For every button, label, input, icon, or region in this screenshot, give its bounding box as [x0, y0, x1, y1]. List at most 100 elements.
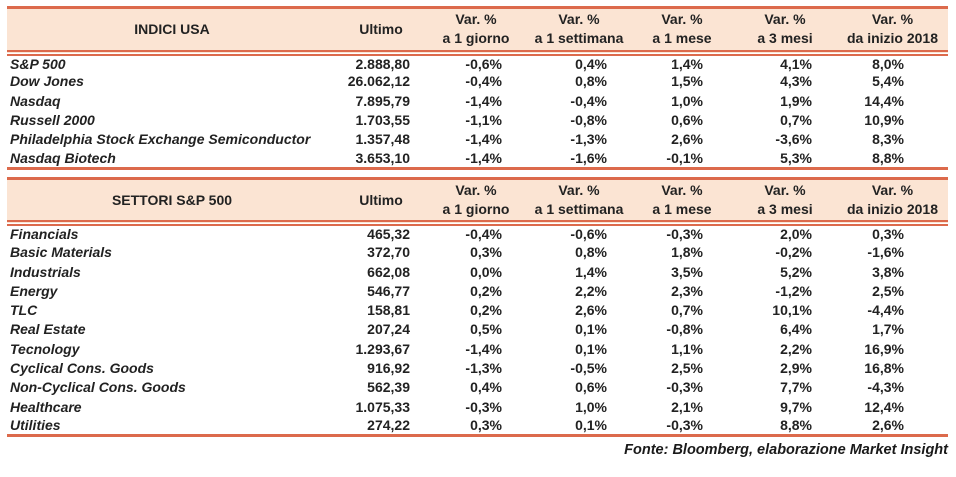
- table-row: Non-Cyclical Cons. Goods 562,39 0,4% 0,6% -0…: [7, 378, 948, 397]
- cell-var-pct: 7,7%: [780, 379, 812, 396]
- cell-var-pct: 8,3%: [872, 131, 904, 148]
- cell-var-pct: -0,3%: [631, 416, 733, 438]
- cell-var-pct: -4,3%: [867, 379, 904, 396]
- col-header-var-1-settimana: Var. % a 1 settimana: [527, 176, 631, 227]
- cell-var-pct: 4,3%: [780, 73, 812, 90]
- cell-var-pct: 6,4%: [780, 321, 812, 338]
- period-label: a 3 mesi: [757, 201, 813, 218]
- cell-ultimo: 1.075,33: [355, 398, 411, 415]
- settori-sp500-table: SETTORI S&P 500 Ultimo Var. % a 1 giorno…: [7, 176, 948, 438]
- cell-var-pct: 12,4%: [864, 398, 904, 415]
- var-label: Var. %: [871, 182, 914, 199]
- cell-var-pct: 2,1%: [671, 398, 703, 415]
- cell-var-pct: 2,5%: [872, 282, 904, 299]
- cell-var-pct: 2,2%: [780, 340, 812, 357]
- cell-var-pct: 0,2%: [470, 282, 502, 299]
- var-label: Var. %: [455, 182, 497, 199]
- cell-var-pct: -1,6%: [867, 244, 904, 261]
- indici-usa-table: INDICI USA Ultimo Var. % a 1 giorno Var.…: [7, 6, 948, 170]
- col-header-var-3-mesi: Var. % a 3 mesi: [733, 6, 837, 56]
- cell-ultimo: 1.703,55: [355, 112, 411, 129]
- row-label: Non-Cyclical Cons. Goods: [10, 379, 186, 396]
- cell-var-pct: 1,7%: [872, 321, 904, 338]
- cell-var-pct: 5,3%: [733, 148, 837, 170]
- row-label: Russell 2000: [10, 112, 95, 129]
- row-label: Healthcare: [10, 398, 82, 415]
- table-row: Cyclical Cons. Goods 916,92 -1,3% -0,5% 2,5%…: [7, 358, 948, 377]
- cell-var-pct: -1,3%: [570, 131, 607, 148]
- header-row: INDICI USA Ultimo Var. % a 1 giorno Var.…: [7, 6, 948, 56]
- table-row: Philadelphia Stock Exchange Semiconducto…: [7, 130, 948, 149]
- table-row: Energy 546,77 0,2% 2,2% 2,3% -1,2% 2,5%: [7, 281, 948, 300]
- cell-var-pct: 1,1%: [671, 340, 703, 357]
- table-row: Real Estate 207,24 0,5% 0,1% -0,8% 6,4% 1,7%: [7, 320, 948, 339]
- row-label: Philadelphia Stock Exchange Semiconducto…: [10, 131, 311, 148]
- cell-var-pct: 0,1%: [575, 321, 607, 338]
- row-label: Tecnology: [10, 340, 80, 357]
- cell-var-pct: -0,3%: [666, 226, 703, 243]
- col-header-ultimo: Ultimo: [337, 6, 425, 56]
- period-label: a 1 giorno: [442, 201, 510, 218]
- row-label: Utilities: [7, 416, 337, 438]
- cell-var-pct: 0,6%: [575, 379, 607, 396]
- period-label: a 1 mese: [652, 30, 712, 47]
- cell-var-pct: 0,8%: [575, 73, 607, 90]
- table-row: Healthcare 1.075,33 -0,3% 1,0% 2,1% 9,7% 12,4%: [7, 397, 948, 416]
- col-header-var-1-settimana: Var. % a 1 settimana: [527, 6, 631, 56]
- table-row: Tecnology 1.293,67 -1,4% 0,1% 1,1% 2,2% 16,9%: [7, 339, 948, 358]
- cell-var-pct: 5,2%: [780, 263, 812, 280]
- row-label: Financials: [10, 226, 79, 243]
- cell-var-pct: -0,1%: [631, 148, 733, 170]
- cell-var-pct: 0,3%: [470, 244, 502, 261]
- cell-var-pct: 10,1%: [772, 302, 812, 319]
- var-label: Var. %: [455, 11, 497, 28]
- cell-ultimo: 916,92: [367, 360, 410, 376]
- cell-var-pct: 1,4%: [575, 263, 607, 280]
- var-label: Var. %: [661, 11, 703, 28]
- cell-var-pct: 2,6%: [671, 131, 703, 148]
- cell-var-pct: -1,6%: [527, 148, 631, 170]
- cell-var-pct: 2,3%: [671, 282, 703, 299]
- period-label: a 1 giorno: [442, 30, 510, 47]
- col-header-var-1-mese: Var. % a 1 mese: [631, 6, 733, 56]
- cell-var-pct: -1,4%: [465, 131, 502, 148]
- var-label: Var. %: [764, 11, 806, 28]
- cell-var-pct: 4,1%: [780, 55, 812, 72]
- table-title: SETTORI S&P 500: [7, 176, 337, 227]
- cell-var-pct: 2,0%: [780, 226, 812, 243]
- col-header-var-inizio-2018: Var. % da inizio 2018: [837, 6, 948, 56]
- row-label: Nasdaq: [10, 92, 61, 109]
- col-header-ultimo: Ultimo: [337, 176, 425, 227]
- cell-var-pct: 3,8%: [872, 263, 904, 280]
- period-label: a 1 settimana: [534, 201, 624, 218]
- cell-var-pct: 0,4%: [575, 55, 607, 72]
- table-row: Nasdaq 7.895,79 -1,4% -0,4% 1,0% 1,9% 14,4%: [7, 91, 948, 110]
- cell-var-pct: 0,1%: [575, 340, 607, 357]
- cell-var-pct: 0,7%: [671, 302, 703, 319]
- cell-var-pct: 1,5%: [671, 73, 703, 90]
- row-label: Energy: [10, 282, 58, 299]
- cell-var-pct: -1,4%: [465, 92, 502, 109]
- row-label: Dow Jones: [10, 73, 84, 90]
- col-header-var-inizio-2018: Var. % da inizio 2018: [837, 176, 948, 227]
- period-label: a 3 mesi: [757, 30, 813, 47]
- cell-var-pct: 2,5%: [671, 360, 703, 376]
- cell-ultimo: 26.062,12: [347, 73, 410, 90]
- cell-ultimo: 662,08: [367, 263, 410, 280]
- cell-ultimo: 1.357,48: [355, 131, 411, 148]
- cell-var-pct: 2,6%: [837, 416, 948, 438]
- table-row: Russell 2000 1.703,55 -1,1% -0,8% 0,6% 0,7% 10…: [7, 110, 948, 129]
- row-label: Real Estate: [10, 321, 86, 338]
- table-row: Utilities 274,22 0,3% 0,1% -0,3% 8,8% 2,6%: [7, 416, 948, 438]
- cell-var-pct: 0,1%: [527, 416, 631, 438]
- cell-ultimo: 3.653,10: [337, 148, 425, 170]
- cell-var-pct: 0,3%: [872, 226, 904, 243]
- cell-var-pct: -1,3%: [465, 360, 502, 376]
- row-label: Basic Materials: [10, 244, 112, 261]
- cell-var-pct: -1,4%: [425, 148, 527, 170]
- table-row: S&P 500 2.888,80 -0,6% 0,4% 1,4% 4,1% 8,0%: [7, 53, 948, 72]
- cell-var-pct: 1,0%: [671, 92, 703, 109]
- cell-var-pct: 8,8%: [733, 416, 837, 438]
- cell-var-pct: 1,0%: [575, 398, 607, 415]
- cell-var-pct: 8,8%: [837, 148, 948, 170]
